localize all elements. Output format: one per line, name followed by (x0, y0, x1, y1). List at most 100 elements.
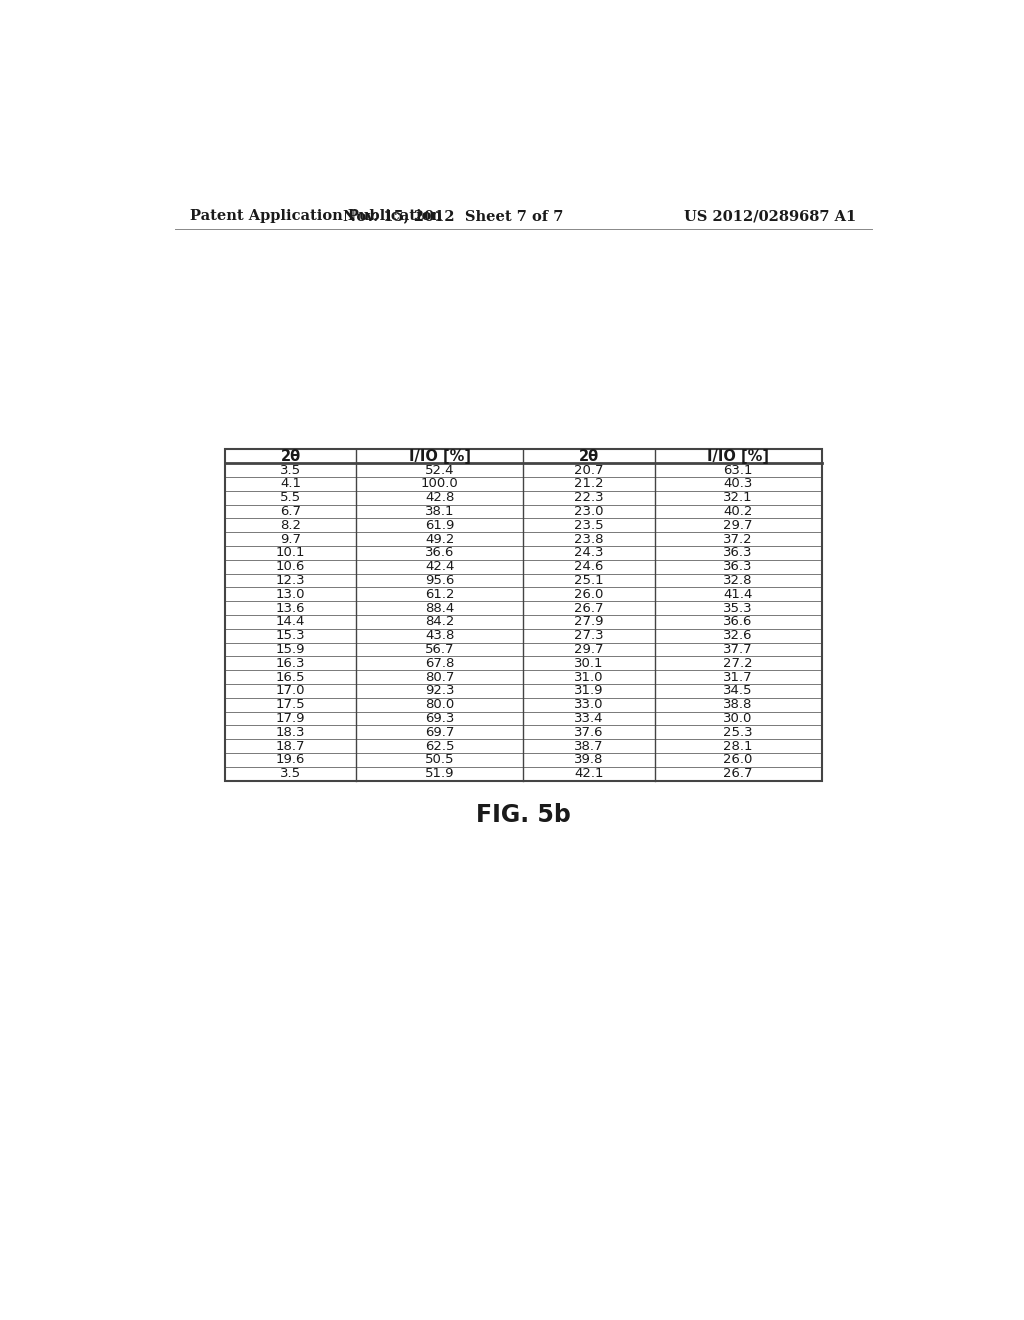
Text: 23.0: 23.0 (574, 506, 603, 517)
Text: 51.9: 51.9 (425, 767, 455, 780)
Text: 67.8: 67.8 (425, 657, 455, 669)
Text: 27.3: 27.3 (574, 630, 604, 643)
Text: 27.9: 27.9 (574, 615, 603, 628)
Text: 21.2: 21.2 (574, 478, 604, 491)
Text: 13.6: 13.6 (275, 602, 305, 615)
Text: 32.8: 32.8 (723, 574, 753, 587)
Text: 23.5: 23.5 (574, 519, 604, 532)
Text: 18.7: 18.7 (275, 739, 305, 752)
Text: 10.6: 10.6 (275, 560, 305, 573)
Text: 49.2: 49.2 (425, 533, 455, 545)
Text: 26.0: 26.0 (723, 754, 753, 767)
Text: 84.2: 84.2 (425, 615, 455, 628)
Text: 23.8: 23.8 (574, 533, 603, 545)
Text: I/IO [%]: I/IO [%] (409, 449, 471, 463)
Text: FIG. 5b: FIG. 5b (476, 803, 570, 828)
Text: 35.3: 35.3 (723, 602, 753, 615)
Text: 88.4: 88.4 (425, 602, 455, 615)
Text: 10.1: 10.1 (275, 546, 305, 560)
Text: 30.0: 30.0 (723, 711, 753, 725)
Text: 95.6: 95.6 (425, 574, 455, 587)
Text: 52.4: 52.4 (425, 463, 455, 477)
Text: 38.1: 38.1 (425, 506, 455, 517)
Text: Patent Application Publication: Patent Application Publication (190, 209, 442, 223)
Text: 29.7: 29.7 (574, 643, 603, 656)
Text: 32.6: 32.6 (723, 630, 753, 643)
Text: 38.8: 38.8 (723, 698, 753, 711)
Text: 3.5: 3.5 (280, 767, 301, 780)
Text: 69.3: 69.3 (425, 711, 455, 725)
Text: 26.0: 26.0 (574, 587, 603, 601)
Text: 43.8: 43.8 (425, 630, 455, 643)
Text: 24.6: 24.6 (574, 560, 603, 573)
Text: 28.1: 28.1 (723, 739, 753, 752)
Text: 2θ: 2θ (281, 449, 301, 463)
Text: 14.4: 14.4 (275, 615, 305, 628)
Text: 24.3: 24.3 (574, 546, 603, 560)
Text: 19.6: 19.6 (275, 754, 305, 767)
Text: 36.6: 36.6 (723, 615, 753, 628)
Text: 6.7: 6.7 (280, 506, 301, 517)
Text: 17.5: 17.5 (275, 698, 305, 711)
Text: 15.9: 15.9 (275, 643, 305, 656)
Text: 63.1: 63.1 (723, 463, 753, 477)
Text: 36.6: 36.6 (425, 546, 455, 560)
Text: 32.1: 32.1 (723, 491, 753, 504)
Text: 56.7: 56.7 (425, 643, 455, 656)
Text: US 2012/0289687 A1: US 2012/0289687 A1 (684, 209, 856, 223)
Text: 37.2: 37.2 (723, 533, 753, 545)
Text: 50.5: 50.5 (425, 754, 455, 767)
Text: 4.1: 4.1 (280, 478, 301, 491)
Text: 40.2: 40.2 (723, 506, 753, 517)
Text: 33.0: 33.0 (574, 698, 603, 711)
Text: 40.3: 40.3 (723, 478, 753, 491)
Text: 37.7: 37.7 (723, 643, 753, 656)
Text: 42.1: 42.1 (574, 767, 603, 780)
Text: 20.7: 20.7 (574, 463, 603, 477)
Text: 8.2: 8.2 (280, 519, 301, 532)
Text: 42.4: 42.4 (425, 560, 455, 573)
Text: 5.5: 5.5 (280, 491, 301, 504)
Text: 18.3: 18.3 (275, 726, 305, 739)
Text: 31.7: 31.7 (723, 671, 753, 684)
Text: 13.0: 13.0 (275, 587, 305, 601)
Text: 34.5: 34.5 (723, 684, 753, 697)
Text: 31.9: 31.9 (574, 684, 603, 697)
Text: 39.8: 39.8 (574, 754, 603, 767)
Text: I/IO [%]: I/IO [%] (708, 449, 769, 463)
Text: 16.5: 16.5 (275, 671, 305, 684)
Text: 61.2: 61.2 (425, 587, 455, 601)
Text: 25.1: 25.1 (574, 574, 604, 587)
Text: 26.7: 26.7 (723, 767, 753, 780)
Text: 15.3: 15.3 (275, 630, 305, 643)
Text: 37.6: 37.6 (574, 726, 603, 739)
Text: 22.3: 22.3 (574, 491, 604, 504)
Text: 3.5: 3.5 (280, 463, 301, 477)
Text: 31.0: 31.0 (574, 671, 603, 684)
Text: 33.4: 33.4 (574, 711, 603, 725)
Text: 30.1: 30.1 (574, 657, 603, 669)
Text: 62.5: 62.5 (425, 739, 455, 752)
Text: Nov. 15, 2012  Sheet 7 of 7: Nov. 15, 2012 Sheet 7 of 7 (343, 209, 563, 223)
Text: 12.3: 12.3 (275, 574, 305, 587)
Text: 80.7: 80.7 (425, 671, 455, 684)
Bar (225, 449, 821, 780)
Text: 100.0: 100.0 (421, 478, 459, 491)
Text: 61.9: 61.9 (425, 519, 455, 532)
Text: 17.0: 17.0 (275, 684, 305, 697)
Text: 42.8: 42.8 (425, 491, 455, 504)
Text: 25.3: 25.3 (723, 726, 753, 739)
Text: 27.2: 27.2 (723, 657, 753, 669)
Text: 2θ: 2θ (579, 449, 599, 463)
Text: 92.3: 92.3 (425, 684, 455, 697)
Text: 80.0: 80.0 (425, 698, 455, 711)
Text: 36.3: 36.3 (723, 546, 753, 560)
Text: 29.7: 29.7 (723, 519, 753, 532)
Text: 16.3: 16.3 (275, 657, 305, 669)
Text: 26.7: 26.7 (574, 602, 603, 615)
Text: 38.7: 38.7 (574, 739, 603, 752)
Text: 41.4: 41.4 (723, 587, 753, 601)
Text: 9.7: 9.7 (280, 533, 301, 545)
Text: 17.9: 17.9 (275, 711, 305, 725)
Text: 36.3: 36.3 (723, 560, 753, 573)
